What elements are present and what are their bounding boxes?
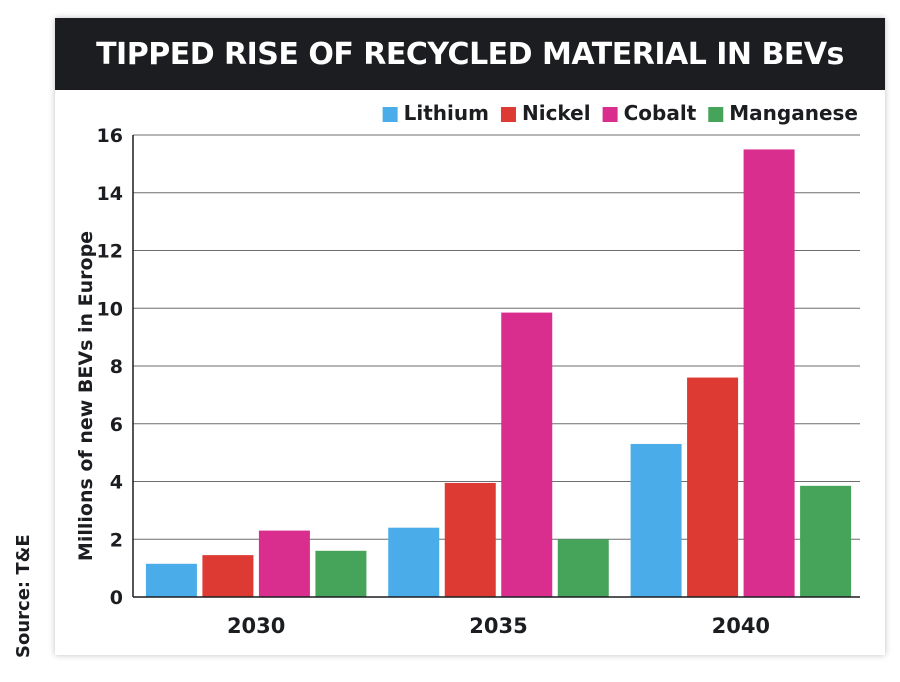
y-tick-label: 14 — [97, 183, 123, 205]
bar-cobalt-2030 — [258, 530, 310, 597]
y-tick-label: 10 — [97, 298, 123, 320]
bar-nickel-2030 — [202, 555, 254, 597]
bars — [145, 149, 852, 597]
y-tick-label: 12 — [97, 241, 123, 263]
y-axis-title: Millions of new BEVs in Europe — [75, 231, 97, 561]
bar-manganese-2030 — [315, 550, 367, 597]
grid-lines — [133, 134, 860, 540]
legend-item-manganese: Manganese — [708, 101, 858, 125]
bar-manganese-2040 — [800, 485, 852, 597]
bar-nickel-2035 — [444, 482, 496, 597]
legend-item-nickel: Nickel — [500, 101, 591, 125]
legend-swatch-lithium — [382, 107, 398, 122]
legend: Lithium Nickel Cobalt Manganese — [382, 101, 858, 125]
legend-label-cobalt: Cobalt — [624, 101, 697, 125]
x-tick-label: 2030 — [227, 614, 285, 638]
legend-swatch-cobalt — [602, 107, 618, 122]
legend-label-nickel: Nickel — [522, 101, 591, 125]
y-tick-label: 4 — [110, 472, 123, 494]
chart-title: TIPPED RISE OF RECYCLED MATERIAL IN BEVs — [55, 18, 885, 90]
legend-swatch-manganese — [708, 107, 724, 122]
legend-label-lithium: Lithium — [404, 101, 489, 125]
source-note: Source: T&E — [13, 534, 34, 658]
bar-lithium-2030 — [145, 563, 197, 597]
x-tick-label: 2035 — [469, 614, 527, 638]
y-tick-label: 0 — [110, 587, 123, 609]
legend-swatch-nickel — [500, 107, 516, 122]
legend-item-lithium: Lithium — [382, 101, 489, 125]
x-tick-label: 2040 — [712, 614, 770, 638]
y-tick-label: 6 — [110, 414, 123, 436]
bar-manganese-2035 — [557, 539, 609, 597]
legend-item-cobalt: Cobalt — [602, 101, 697, 125]
bar-lithium-2040 — [630, 443, 682, 597]
bar-nickel-2040 — [687, 377, 739, 597]
bar-cobalt-2035 — [501, 312, 553, 597]
y-tick-label: 16 — [97, 125, 123, 147]
y-tick-label: 8 — [110, 356, 123, 378]
legend-label-manganese: Manganese — [729, 101, 858, 125]
bar-lithium-2035 — [388, 527, 440, 597]
axes: 0 2 4 6 8 10 12 14 16 2030 2035 2040 Millions of new… — [75, 125, 860, 638]
bar-cobalt-2040 — [743, 149, 795, 597]
y-tick-label: 2 — [110, 529, 123, 551]
